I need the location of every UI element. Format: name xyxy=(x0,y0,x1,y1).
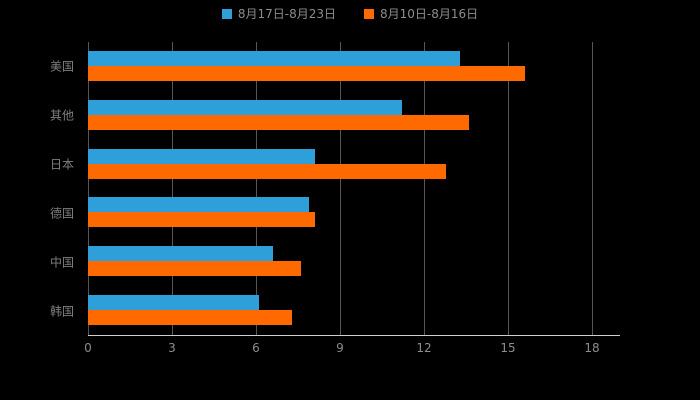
legend-label: 8月17日-8月23日 xyxy=(237,7,336,21)
gridline xyxy=(592,42,593,335)
bar-row-2: 日本 xyxy=(50,148,620,180)
legend-label: 8月10日-8月16日 xyxy=(380,7,479,21)
x-tick-label: 9 xyxy=(336,341,344,355)
bar-rows: 美国其他日本德国中国韩国 xyxy=(50,42,620,335)
bar-row-4: 中国 xyxy=(50,246,620,277)
bar-cat4-series1 xyxy=(88,261,301,277)
bar-row-3: 德国 xyxy=(50,197,620,228)
gridline xyxy=(508,42,509,335)
legend-item-series-1[interactable]: 8月10日-8月16日 xyxy=(364,8,478,20)
bar-cat1-series0 xyxy=(88,99,402,115)
bar-cat5-series0 xyxy=(88,295,259,311)
bar-cat5-series1 xyxy=(88,310,293,326)
gridline xyxy=(172,42,173,335)
bar-cat0-series1 xyxy=(88,65,525,81)
x-tick-label: 18 xyxy=(584,341,600,355)
category-label: 韩国 xyxy=(49,304,74,319)
x-tick-label: 12 xyxy=(416,341,432,355)
bar-row-1: 其他 xyxy=(50,99,620,131)
legend-swatch-icon xyxy=(364,9,374,19)
bar-row-0: 美国 xyxy=(50,50,620,82)
bar-cat4-series0 xyxy=(88,246,273,262)
category-label: 中国 xyxy=(49,255,74,270)
x-tick-label: 6 xyxy=(252,341,260,355)
x-tick-label: 0 xyxy=(84,341,92,355)
category-label: 德国 xyxy=(49,206,74,221)
x-axis: 0 3 6 9 12 15 18 xyxy=(84,341,620,359)
plot-area: 美国其他日本德国中国韩国 xyxy=(50,42,620,336)
bar-cat0-series0 xyxy=(88,50,461,66)
category-label: 日本 xyxy=(49,157,74,172)
x-tick-label: 3 xyxy=(168,341,176,355)
category-label: 其他 xyxy=(49,108,74,123)
gridline xyxy=(256,42,257,335)
chart-legend: 8月17日-8月23日 8月10日-8月16日 xyxy=(0,8,700,20)
gridline xyxy=(340,42,341,335)
legend-swatch-icon xyxy=(221,9,232,19)
bar-cat3-series0 xyxy=(88,197,310,213)
bar-cat2-series0 xyxy=(88,148,315,164)
legend-item-series-0[interactable]: 8月17日-8月23日 xyxy=(221,7,336,21)
bar-row-5: 韩国 xyxy=(50,295,620,326)
bar-cat3-series1 xyxy=(88,212,315,228)
x-tick-label: 15 xyxy=(500,341,516,355)
gridline xyxy=(88,42,89,335)
category-label: 美国 xyxy=(49,59,74,74)
gridline xyxy=(424,42,425,335)
bar-cat1-series1 xyxy=(88,114,469,130)
bar-cat2-series1 xyxy=(88,163,447,179)
